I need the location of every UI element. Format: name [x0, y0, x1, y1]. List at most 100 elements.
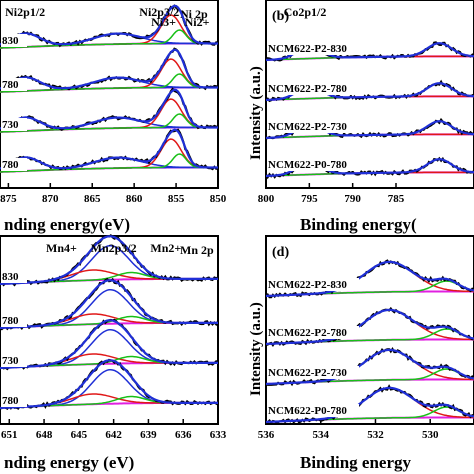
panel-d-spectrum: NCM622-P2-830	[265, 259, 474, 299]
panel-b-frame	[265, 0, 474, 189]
panel-c-x-tick-label: 633	[210, 429, 227, 441]
panel-b-x-tick-label: 790	[344, 193, 361, 205]
panel-d-x-label: Binding energy	[300, 453, 411, 472]
component-peak-line	[0, 153, 218, 173]
panel-a-x-tick-label: 865	[84, 193, 101, 205]
panel-c-x-tick-label: 645	[71, 429, 88, 441]
sample-label-backdrop	[1, 34, 27, 47]
panel-a-element-label: Ni 2p	[180, 7, 208, 21]
panel-a-x-label: nding energy(eV)	[4, 215, 130, 234]
sample-label: 780	[2, 79, 19, 91]
fit-envelope-line	[265, 308, 474, 346]
panel-d-x-tick-label: 532	[367, 429, 384, 441]
sample-label: 830	[2, 35, 19, 47]
panel-d-y-label: Intensity (a.u.)	[248, 302, 264, 396]
fit-envelope-line	[265, 386, 474, 424]
panel-c-x-tick-label: 651	[1, 429, 18, 441]
panel-d-x-tick-label: 530	[422, 429, 439, 441]
peak-annotation: Co2p1/2	[284, 5, 327, 19]
sample-label-backdrop	[267, 120, 359, 133]
sample-label-backdrop	[1, 158, 27, 171]
sample-label: 780	[2, 315, 19, 327]
fit-envelope-line	[0, 4, 218, 46]
panel-a-frame	[0, 0, 219, 189]
sample-label: NCM622-P2-830	[268, 43, 347, 55]
panel-c-element-label: Mn 2p	[180, 243, 214, 257]
panel-d-letter: (d)	[272, 245, 289, 260]
panel-b-spectrum: NCM622-P0-780	[265, 156, 474, 180]
panel-d-x-tick-label: 534	[312, 429, 329, 441]
panel-d-plot: 536 534 532 530 NCM622-P2-830 NCM622-P2-780 NC…	[258, 259, 474, 441]
panel-c-x-tick-label: 639	[140, 429, 157, 441]
sample-label: NCM622-P2-730	[268, 121, 347, 133]
sample-label-backdrop	[267, 404, 359, 417]
sample-label: 730	[2, 355, 19, 367]
component-peak-line	[0, 29, 218, 49]
sample-label-backdrop	[267, 82, 359, 95]
panel-b-spectrum: NCM622-P2-730	[265, 117, 474, 140]
peak-annotation: Ni3+	[151, 15, 176, 29]
panel-a-spectrum: 730	[0, 87, 219, 133]
panel-a-x-tick-label: 860	[126, 193, 143, 205]
panel-b-y-label: Intensity (a.u.)	[248, 66, 264, 160]
panel-d-spectrum: NCM622-P2-780	[265, 306, 474, 347]
sample-label: NCM622-P2-830	[268, 279, 347, 291]
sample-label-backdrop	[1, 270, 27, 283]
panel-c-plot: 651 648 645 642 639 636 633 830 780 730 780 Mn4+ Mn2…	[0, 233, 227, 441]
panel-b-spectrum: NCM622-P2-830	[265, 41, 474, 62]
panel-b-letter: (b)	[272, 9, 289, 24]
sample-label-backdrop	[1, 118, 27, 131]
panel-c-spectrum: 830	[0, 233, 219, 287]
panel-a-spectrum: 780	[0, 47, 219, 93]
peak-annotation: Mn4+	[46, 241, 77, 255]
panel-d-frame	[265, 235, 474, 425]
panel-a-x-tick-label: 855	[168, 193, 185, 205]
component-peak-line	[0, 113, 218, 133]
fit-envelope-line	[0, 128, 218, 170]
sample-label: NCM622-P0-780	[268, 159, 347, 171]
panel-a-x-tick-label: 870	[42, 193, 59, 205]
panel-c-spectrum: 730	[0, 318, 219, 371]
sample-label-backdrop	[1, 314, 27, 327]
sample-label-backdrop	[1, 354, 27, 367]
sample-label: 730	[2, 119, 19, 131]
fit-envelope-line	[0, 235, 218, 286]
panel-b-x-tick-label: 795	[301, 193, 318, 205]
panel-a-x-tick-label: 875	[0, 193, 17, 205]
sample-label: NCM622-P2-730	[268, 367, 347, 379]
panel-d-spectrum: NCM622-P2-730	[265, 346, 474, 387]
sample-label-backdrop	[1, 394, 27, 407]
sample-label-backdrop	[1, 78, 27, 91]
panel-a-x-tick-label: 850	[210, 193, 227, 205]
panel-b-plot: 800 795 790 785 NCM622-P2-830 NCM622-P2-780 NC…	[258, 5, 474, 205]
fit-envelope-line	[0, 48, 218, 90]
peak-annotation: Mn2p3/2	[91, 241, 137, 255]
panel-b-x-label: Binding energy(	[300, 215, 417, 234]
sample-label: NCM622-P2-780	[268, 83, 347, 95]
panel-c-x-tick-label: 636	[175, 429, 192, 441]
sample-label: 780	[2, 159, 19, 171]
component-peak-line	[0, 73, 218, 93]
sample-label: 780	[2, 395, 19, 407]
fit-envelope-line	[0, 279, 218, 330]
panel-c-spectrum: 780	[0, 358, 219, 410]
sample-label-backdrop	[267, 366, 359, 379]
panel-d-x-tick-label: 536	[258, 429, 275, 441]
panel-b-x-tick-label: 785	[388, 193, 405, 205]
panel-b-spectrum: NCM622-P2-780	[265, 79, 474, 103]
fit-envelope-line	[0, 319, 218, 370]
peak-annotation: Ni2+	[185, 15, 210, 29]
peak-annotation: Ni2p3/2	[139, 5, 179, 19]
sample-label: 830	[2, 271, 19, 283]
sample-label: NCM622-P2-780	[268, 327, 347, 339]
panel-a-plot: 875 870 865 860 855 850 830 780 730 780 Ni2p1/2 Ni2…	[0, 4, 227, 205]
peak-annotation: Mn2+	[150, 241, 181, 255]
panel-b-x-tick-label: 800	[258, 193, 275, 205]
sample-label-backdrop	[267, 42, 359, 55]
panel-d-spectrum: NCM622-P0-780	[265, 384, 474, 425]
fit-envelope-line	[0, 88, 218, 130]
fit-envelope-line	[265, 348, 474, 386]
sample-label: NCM622-P0-780	[268, 405, 347, 417]
sample-label-backdrop	[267, 158, 359, 171]
